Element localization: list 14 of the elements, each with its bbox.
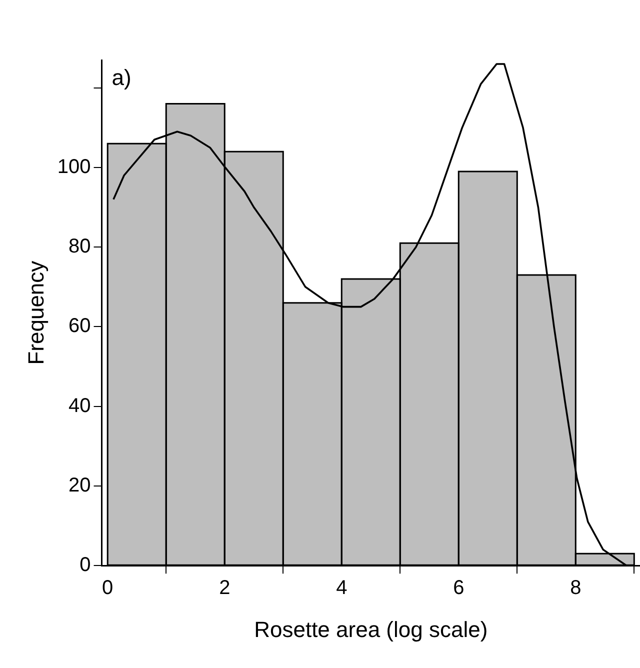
x-tick-label: 2 [219,577,230,600]
x-tick-label: 6 [453,577,464,600]
y-axis-title: Frequency [23,260,48,365]
y-tick-label: 100 [57,156,91,178]
y-tick-label: 60 [68,315,91,338]
y-tick-label: 80 [68,236,91,258]
annotation: a) [112,65,132,90]
x-tick-label: 4 [336,577,348,600]
y-tick-label: 40 [68,394,91,417]
y-tick-label: 20 [68,474,91,496]
y-tick-label: 0 [80,554,91,576]
x-tick-label: 8 [570,577,582,600]
x-tick-label: 0 [102,577,114,600]
x-axis-title: Rosette area (log scale) [254,616,488,642]
